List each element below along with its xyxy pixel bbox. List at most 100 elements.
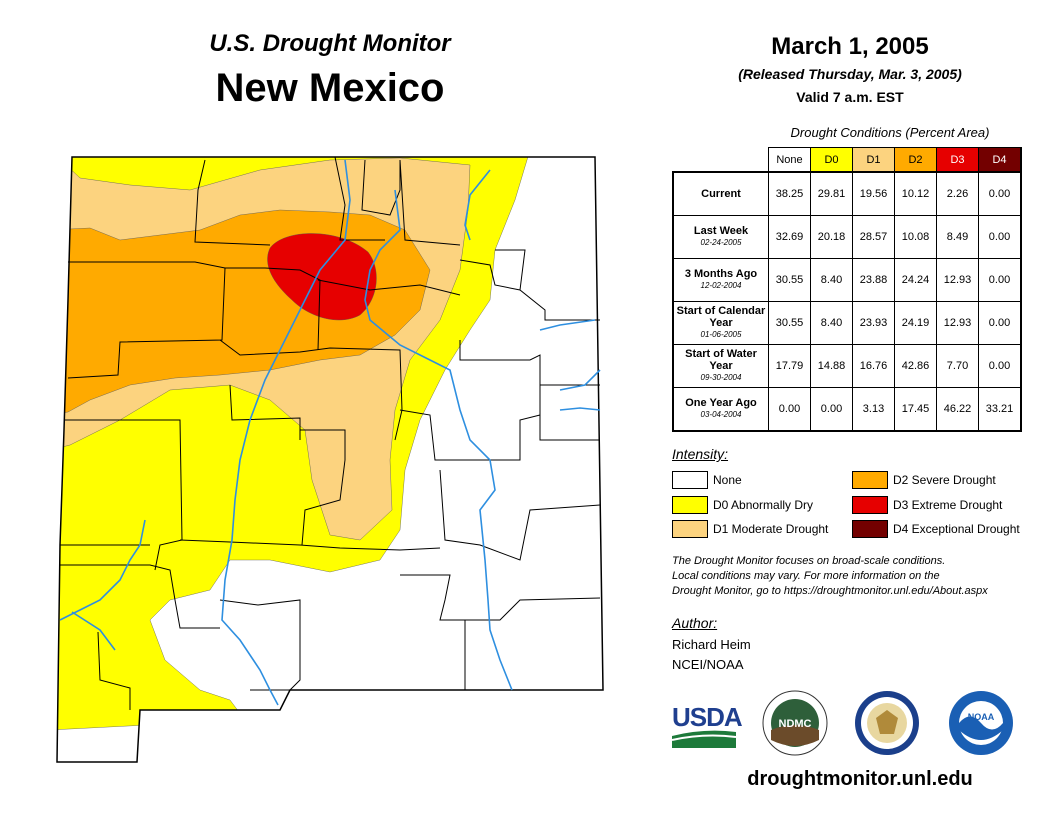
county-lines <box>60 156 601 710</box>
col-d2: D2 <box>894 147 937 173</box>
legend-item-d2: D2 Severe Drought <box>852 471 996 489</box>
table-row: Current 38.25 29.81 19.56 10.12 2.26 0.0… <box>672 171 1022 216</box>
cell: 23.88 <box>852 258 895 302</box>
cell: 24.24 <box>894 258 937 302</box>
cell: 30.55 <box>768 258 811 302</box>
disclaimer-note: The Drought Monitor focuses on broad-sca… <box>672 554 1052 599</box>
cell: 17.79 <box>768 344 811 388</box>
cell: 33.21 <box>978 387 1022 432</box>
cell: 20.18 <box>810 215 853 259</box>
legend-label: None <box>713 473 742 487</box>
website-url[interactable]: droughtmonitor.unl.edu <box>747 768 973 790</box>
legend-item-d3: D3 Extreme Drought <box>852 496 1002 514</box>
release-date: (Released Thursday, Mar. 3, 2005) <box>738 66 962 82</box>
table-row: 3 Months Ago 12-02-2004 30.55 8.40 23.88 … <box>672 258 1022 302</box>
cell: 16.76 <box>852 344 895 388</box>
row-date: 03-04-2004 <box>700 410 742 419</box>
cell: 32.69 <box>768 215 811 259</box>
ndmc-logo: NDMC <box>762 690 828 756</box>
legend-swatch <box>672 471 708 489</box>
row-date: 02-24-2005 <box>700 238 742 247</box>
cell: 12.93 <box>936 258 979 302</box>
valid-time: Valid 7 a.m. EST <box>796 89 904 105</box>
author-org: NCEI/NOAA <box>672 657 744 672</box>
row-label: 3 Months Ago 12-02-2004 <box>672 258 769 302</box>
noaa-logo-text: NOAA <box>968 712 995 722</box>
legend-item-d4: D4 Exceptional Drought <box>852 520 1020 538</box>
table-row: Start of Calendar Year 01-06-2005 30.55 8… <box>672 301 1022 345</box>
d3-area <box>267 233 377 321</box>
legend-title: Intensity: <box>672 446 729 462</box>
cell: 8.40 <box>810 301 853 345</box>
cell: 10.12 <box>894 171 937 216</box>
cell: 38.25 <box>768 171 811 216</box>
row-date: 09-30-2004 <box>700 373 742 382</box>
col-d3: D3 <box>936 147 979 173</box>
drought-map <box>56 156 604 763</box>
legend-swatch <box>852 520 888 538</box>
legend-item-d1: D1 Moderate Drought <box>672 520 828 538</box>
noaa-logo: NOAA <box>949 691 1013 755</box>
cell: 0.00 <box>810 387 853 432</box>
drought-stats-table: None D0 D1 D2 D3 D4 Current 38.25 29.81 … <box>672 147 1022 432</box>
table-row: Last Week 02-24-2005 32.69 20.18 28.57 10… <box>672 215 1022 259</box>
legend-label: D2 Severe Drought <box>893 473 996 487</box>
gila-river <box>59 519 146 621</box>
table-corner <box>673 148 769 173</box>
cell: 0.00 <box>978 215 1022 259</box>
col-d0: D0 <box>810 147 853 173</box>
legend-swatch <box>852 496 888 514</box>
row-label: One Year Ago 03-04-2004 <box>672 387 769 432</box>
cell: 8.40 <box>810 258 853 302</box>
cell: 2.26 <box>936 171 979 216</box>
usda-logo: USDA <box>672 702 743 732</box>
cell: 0.00 <box>978 171 1022 216</box>
cell: 0.00 <box>768 387 811 432</box>
cell: 24.19 <box>894 301 937 345</box>
ndmc-logo-text: NDMC <box>779 718 812 730</box>
cell: 29.81 <box>810 171 853 216</box>
cell: 42.86 <box>894 344 937 388</box>
cell: 23.93 <box>852 301 895 345</box>
pecos-river <box>364 189 513 691</box>
cell: 10.08 <box>894 215 937 259</box>
legend-item-d0: D0 Abnormally Dry <box>672 496 813 514</box>
cell: 28.57 <box>852 215 895 259</box>
table-caption: Drought Conditions (Percent Area) <box>790 125 990 140</box>
legend-label: D1 Moderate Drought <box>713 522 829 536</box>
state-title: New Mexico <box>215 66 445 110</box>
author-heading: Author: <box>672 615 718 631</box>
legend-item-none: None <box>672 471 742 489</box>
note-line: Drought Monitor, go to https://droughtmo… <box>672 585 988 597</box>
legend-swatch <box>852 471 888 489</box>
monitor-title: U.S. Drought Monitor <box>209 30 451 57</box>
cell: 0.00 <box>978 301 1022 345</box>
row-label: Start of Water Year 09-30-2004 <box>672 344 769 388</box>
legend-swatch <box>672 496 708 514</box>
rivers <box>59 159 601 706</box>
usda-logo-stripes <box>672 730 736 748</box>
cell: 14.88 <box>810 344 853 388</box>
cell: 3.13 <box>852 387 895 432</box>
cell: 7.70 <box>936 344 979 388</box>
col-d4: D4 <box>978 147 1022 173</box>
col-d1: D1 <box>852 147 895 173</box>
table-row: Start of Water Year 09-30-2004 17.79 14.8… <box>672 344 1022 388</box>
table-header-row: None D0 D1 D2 D3 D4 <box>673 147 1022 173</box>
row-label: Start of Calendar Year 01-06-2005 <box>672 301 769 345</box>
row-date: 01-06-2005 <box>700 330 742 339</box>
note-line: The Drought Monitor focuses on broad-sca… <box>672 555 946 567</box>
canadian-river <box>464 169 491 241</box>
cell: 17.45 <box>894 387 937 432</box>
cell: 46.22 <box>936 387 979 432</box>
map-date: March 1, 2005 <box>771 33 929 60</box>
cell: 0.00 <box>978 344 1022 388</box>
cell: 8.49 <box>936 215 979 259</box>
rio-grande-river <box>221 159 351 706</box>
note-line: Local conditions may vary. For more info… <box>672 570 940 582</box>
cell: 12.93 <box>936 301 979 345</box>
legend-label: D0 Abnormally Dry <box>713 498 814 512</box>
legend-label: D3 Extreme Drought <box>893 498 1003 512</box>
cell: 0.00 <box>978 258 1022 302</box>
table-row: One Year Ago 03-04-2004 0.00 0.00 3.13 17… <box>672 387 1022 432</box>
